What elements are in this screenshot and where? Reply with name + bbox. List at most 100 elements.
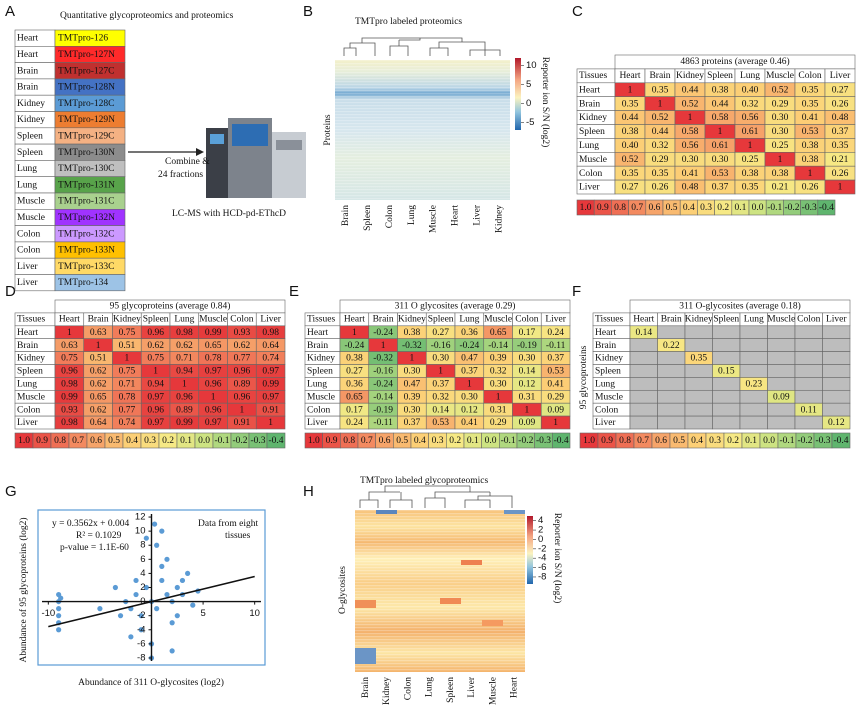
tmt-label: TMTpro-126	[58, 34, 108, 44]
empty-cell	[822, 325, 851, 339]
y-tick-label: 4	[140, 568, 145, 579]
column-header: Brain	[88, 315, 109, 325]
tmt-label: TMTpro-133N	[58, 246, 115, 256]
scale-label: -0.2	[797, 436, 812, 446]
tmt-label: TMTpro-127N	[58, 50, 115, 60]
cell-value: 0.96	[61, 367, 78, 377]
tmt-label: TMTpro-127C	[58, 66, 114, 76]
scale-label: 0.1	[467, 436, 479, 446]
cell-value: 0.99	[205, 328, 222, 338]
colorbar-tick-label: -6	[538, 562, 546, 573]
cell-value: 0.98	[176, 328, 193, 338]
tissue-name: Lung	[17, 164, 37, 174]
scale-label: -0.4	[833, 436, 848, 446]
x-axis-label: Abundance of 311 O-glycosites (log2)	[78, 677, 224, 688]
cell-value: 0.35	[622, 169, 639, 179]
cell-value: 0.96	[234, 392, 251, 402]
cell-value: 1	[718, 127, 723, 137]
scale-label: 0.2	[727, 436, 739, 446]
column-label: Heart	[510, 677, 520, 698]
trendline	[48, 575, 255, 628]
scatter-point	[179, 577, 186, 584]
tmt-label: TMTpro-128N	[58, 83, 115, 93]
colorbar-tick-label: -8	[538, 571, 546, 582]
column-header: Tissues	[307, 315, 335, 325]
scale-label: 0.2	[449, 436, 461, 446]
empty-cell	[794, 415, 823, 430]
cell-value: 0.93	[61, 405, 78, 415]
row-header: Lung	[17, 380, 37, 390]
cell-value: 1	[438, 367, 443, 377]
cell-value: 0.24	[547, 328, 564, 338]
empty-cell	[794, 325, 823, 339]
axis-label: Proteins	[323, 114, 333, 145]
scale-label: 0.8	[619, 436, 631, 446]
column-header: Colon	[230, 315, 253, 325]
row-header: Colon	[17, 405, 40, 415]
cell-value: 0.52	[772, 85, 789, 95]
cell-value: 0.62	[147, 341, 164, 351]
scale-label: -0.1	[779, 436, 794, 446]
tmt-label: TMTpro-130C	[58, 164, 114, 174]
cell-value: 1	[67, 328, 72, 338]
cell-value: 0.63	[90, 328, 107, 338]
cell-value: 0.64	[262, 341, 279, 351]
cell-value: 0.99	[61, 392, 78, 402]
column-header: Colon	[797, 315, 820, 325]
empty-cell	[822, 377, 851, 391]
cell-value: 0.37	[712, 183, 729, 193]
empty-cell	[739, 415, 768, 430]
cell-value: 0.44	[682, 85, 699, 95]
row-header: Kidney	[579, 113, 607, 123]
cell-value: 0.35	[742, 183, 759, 193]
cell-value: 0.35	[622, 99, 639, 109]
cell-value: -0.14	[373, 392, 393, 402]
empty-cell	[767, 338, 796, 352]
empty-cell	[629, 389, 658, 404]
empty-cell	[739, 325, 768, 339]
cell-value: 0.51	[90, 354, 107, 364]
cell-value: 0.62	[234, 341, 251, 351]
cell-value: 0.27	[346, 367, 363, 377]
cell-value: 0.35	[652, 169, 669, 179]
cell-value: 0.40	[742, 85, 759, 95]
cell-value: 0.29	[652, 155, 669, 165]
cell-value: 0.96	[176, 392, 193, 402]
note: tissues	[225, 531, 251, 541]
empty-cell	[629, 415, 658, 430]
cell-value: 0.48	[682, 183, 699, 193]
cell-value: 1	[268, 418, 273, 428]
y-tick-label: 12	[135, 512, 146, 523]
column-header: Liver	[260, 315, 281, 325]
cell-value: 0.98	[262, 328, 279, 338]
scale-label: 0.4	[691, 436, 703, 446]
cell-value: 0.36	[461, 328, 478, 338]
cell-value: 0.23	[745, 380, 762, 390]
row-header: Kidney	[17, 354, 45, 364]
row-header: Colon	[579, 169, 602, 179]
scatter-point	[151, 521, 158, 527]
table-title: 311 O glycosites (average 0.29)	[395, 301, 516, 312]
cell-value: 0.36	[346, 380, 363, 390]
scale-label: 0.0	[763, 436, 775, 446]
tmt-label: TMTpro-132C	[58, 229, 114, 239]
scale-label: -0.4	[554, 436, 569, 446]
cell-value: -0.16	[373, 367, 393, 377]
column-header: Heart	[633, 315, 654, 325]
row-header: Heart	[595, 328, 616, 338]
cell-value: 0.32	[432, 392, 449, 402]
cell-value: 0.11	[801, 405, 818, 415]
column-header: Liver	[826, 315, 847, 325]
column-header: Heart	[344, 315, 365, 325]
column-label: Heart	[451, 205, 461, 226]
cell-value: 1	[410, 354, 415, 364]
column-header: Muscle	[767, 315, 795, 325]
column-header: Brain	[373, 315, 394, 325]
empty-cell	[657, 364, 686, 378]
cell-value: 0.35	[690, 354, 707, 364]
tissue-name: Muscle	[17, 213, 45, 223]
cell-value: 0.21	[772, 183, 789, 193]
cell-value: 0.58	[682, 127, 699, 137]
column-label: Spleen	[446, 677, 456, 703]
cell-value: 0.29	[547, 392, 564, 402]
